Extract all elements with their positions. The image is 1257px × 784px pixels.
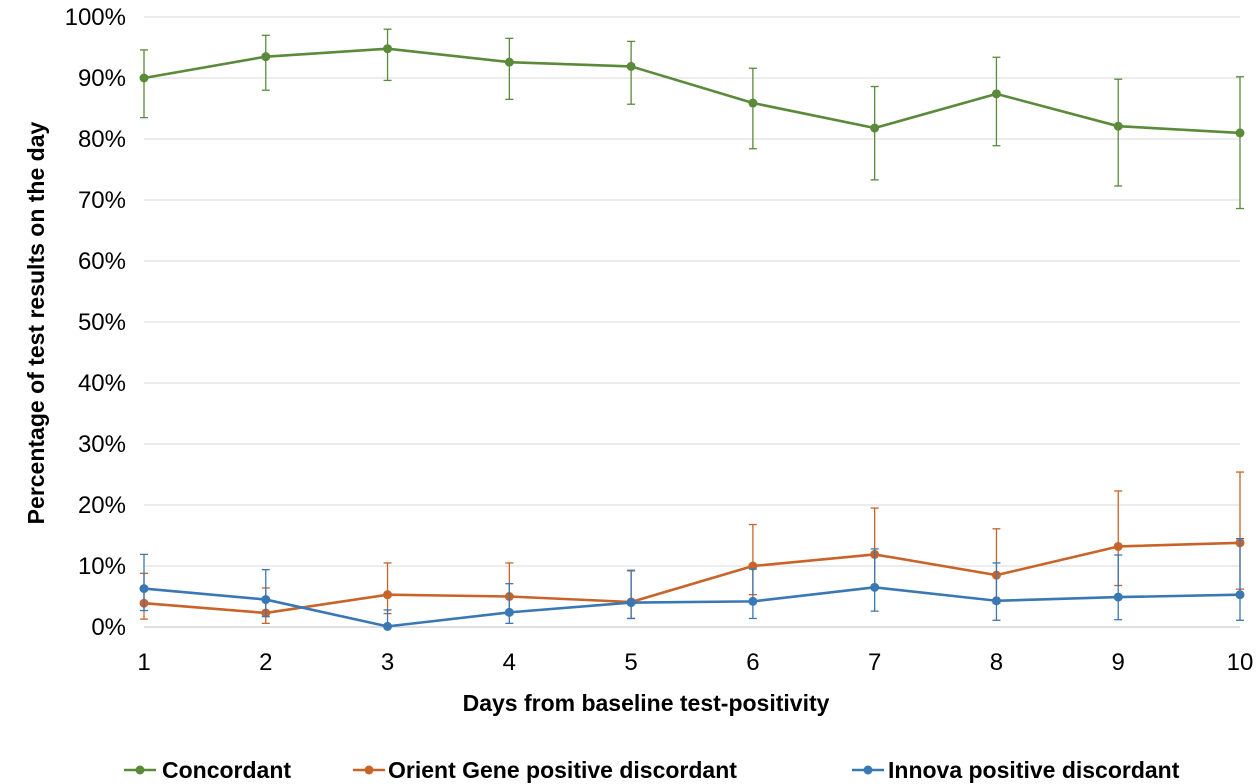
data-point [991,89,1001,99]
series-group [139,28,1245,631]
data-point [504,57,514,67]
data-point [626,61,636,71]
data-point [991,596,1001,606]
y-tick-label: 40% [78,370,126,397]
y-tick-label: 90% [78,65,126,92]
data-point [626,598,636,608]
data-point [504,607,514,617]
data-point [1113,592,1123,602]
x-tick-label: 10 [1227,649,1254,676]
x-tick-label: 8 [990,649,1003,676]
data-point [383,621,393,631]
data-point [261,52,271,62]
y-tick-labels: 0% 10% 20% 30% 40% 50% 60% 70% 80% 90% 100% [65,4,126,641]
y-tick-label: 0% [91,614,126,641]
x-tick-label: 2 [259,649,272,676]
data-point [1235,590,1245,600]
legend-label: Innova positive discordant [888,757,1180,783]
data-point [383,590,393,600]
series-line [143,541,1241,615]
legend: Concordant Orient Gene positive discordan… [124,757,1180,783]
x-tick-label: 3 [381,649,394,676]
x-tick-label: 6 [746,649,759,676]
x-tick-label: 7 [868,649,881,676]
x-tick-labels: 1 2 3 4 5 6 7 8 9 10 [137,649,1253,676]
legend-item-1: Concordant [124,757,291,783]
legend-marker [135,765,145,775]
y-axis-title: Percentage of test results on the day [23,121,49,524]
series-line [143,586,1241,628]
data-point [748,561,758,571]
y-tick-label: 50% [78,309,126,336]
data-point [1113,541,1123,551]
data-point [1113,121,1123,131]
legend-item-2: Orient Gene positive discordant [353,757,737,783]
y-tick-label: 10% [78,553,126,580]
y-tick-label: 30% [78,431,126,458]
data-point [383,44,393,54]
x-tick-label: 4 [503,649,516,676]
series-2 [139,471,1245,624]
x-tick-label: 9 [1112,649,1125,676]
legend-marker [863,765,873,775]
data-point [870,582,880,592]
legend-label: Orient Gene positive discordant [388,757,737,783]
x-tick-label: 1 [137,649,150,676]
y-tick-label: 20% [78,492,126,519]
series-1 [139,28,1245,210]
gridlines [144,16,1240,628]
data-point [870,123,880,133]
legend-item-3: Innova positive discordant [852,757,1180,783]
data-point [748,596,758,606]
y-tick-label: 70% [78,187,126,214]
x-tick-label: 5 [624,649,637,676]
data-point [139,73,149,83]
data-point [1235,128,1245,138]
y-tick-label: 100% [65,4,126,31]
series-line [143,47,1241,135]
y-tick-label: 60% [78,248,126,275]
data-point [261,595,271,605]
y-tick-label: 80% [78,126,126,153]
data-point [748,98,758,108]
series-3 [139,537,1245,631]
x-axis-title: Days from baseline test-positivity [463,690,830,716]
data-point [139,584,149,594]
legend-marker [364,765,374,775]
legend-label: Concordant [162,757,291,783]
